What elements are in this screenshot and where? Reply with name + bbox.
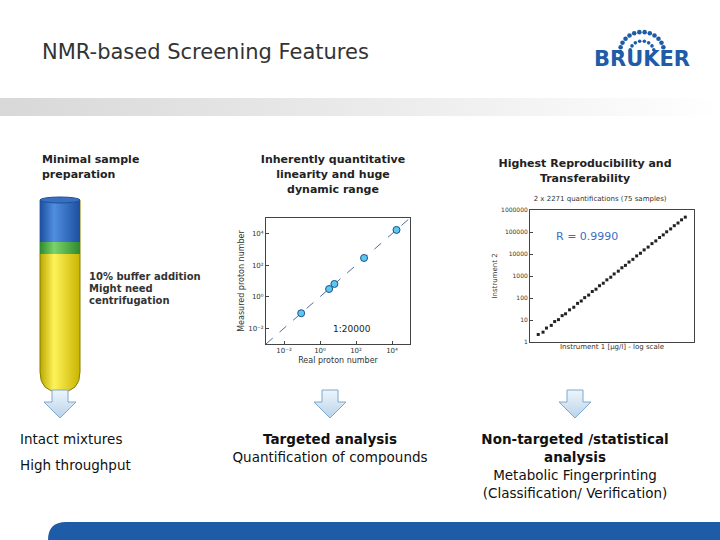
svg-text:1000: 1000 — [513, 272, 528, 279]
html-text:Minimal sample: Minimal sample — [42, 153, 140, 166]
svg-text:1:20000: 1:20000 — [333, 324, 371, 334]
html-text:High throughput: High throughput — [20, 457, 131, 473]
html-text:Highest Reproducibility and: Highest Reproducibility and — [498, 157, 672, 170]
html-text:preparation: preparation — [42, 168, 116, 181]
html-text:Quantification of compounds: Quantification of compounds — [232, 449, 428, 465]
html-text:dynamic range: dynamic range — [287, 183, 379, 196]
svg-text:10: 10 — [520, 316, 528, 323]
svg-text:10²: 10² — [252, 262, 264, 270]
svg-text:Instrument 1 [µg/l] - log scal: Instrument 1 [µg/l] - log scale — [560, 343, 664, 351]
svg-text:100000: 100000 — [505, 228, 528, 235]
svg-text:10²: 10² — [350, 347, 362, 355]
svg-text:BRUKER: BRUKER — [594, 47, 690, 71]
svg-text:10⁴: 10⁴ — [386, 347, 398, 355]
svg-text:10000: 10000 — [509, 250, 528, 257]
html-text:Inherently quantitative: Inherently quantitative — [260, 153, 406, 166]
svg-text:100: 100 — [516, 294, 528, 301]
svg-text:1: 1 — [524, 338, 528, 345]
svg-text:Instrument 2: Instrument 2 — [491, 253, 499, 298]
html-text:NMR-based Screening Features: NMR-based Screening Features — [42, 40, 369, 64]
html-text:10% buffer addition: 10% buffer addition — [89, 271, 201, 282]
svg-text:10⁰: 10⁰ — [252, 293, 264, 301]
svg-text:10⁰: 10⁰ — [314, 347, 326, 355]
svg-text:Measured proton number: Measured proton number — [237, 230, 246, 332]
html-text:Metabolic Fingerprinting: Metabolic Fingerprinting — [493, 467, 657, 483]
html-text:Might need: Might need — [89, 283, 153, 294]
html-text:Non-targeted /statistical anal: Non-targeted /statistical analysis — [481, 431, 669, 465]
svg-text:R = 0.9990: R = 0.9990 — [556, 230, 618, 243]
svg-text:10⁻²: 10⁻² — [248, 325, 264, 333]
svg-text:10⁴: 10⁴ — [252, 230, 264, 238]
svg-text:1000000: 1000000 — [501, 206, 528, 213]
svg-text:Real proton number: Real proton number — [298, 356, 378, 365]
svg-text:10⁻²: 10⁻² — [276, 347, 292, 355]
html-text:Intact mixtures: Intact mixtures — [20, 431, 123, 447]
svg-text:2 x 2271 quantifications (75 s: 2 x 2271 quantifications (75 samples) — [534, 195, 667, 203]
html-text:Transferability: Transferability — [539, 172, 631, 185]
html-text:Targeted analysis: Targeted analysis — [263, 431, 397, 447]
html-text:linearity and huge: linearity and huge — [276, 168, 390, 181]
html-text:centrifugation: centrifugation — [89, 295, 170, 306]
html-text:(Classification/ Verification): (Classification/ Verification) — [482, 485, 668, 501]
